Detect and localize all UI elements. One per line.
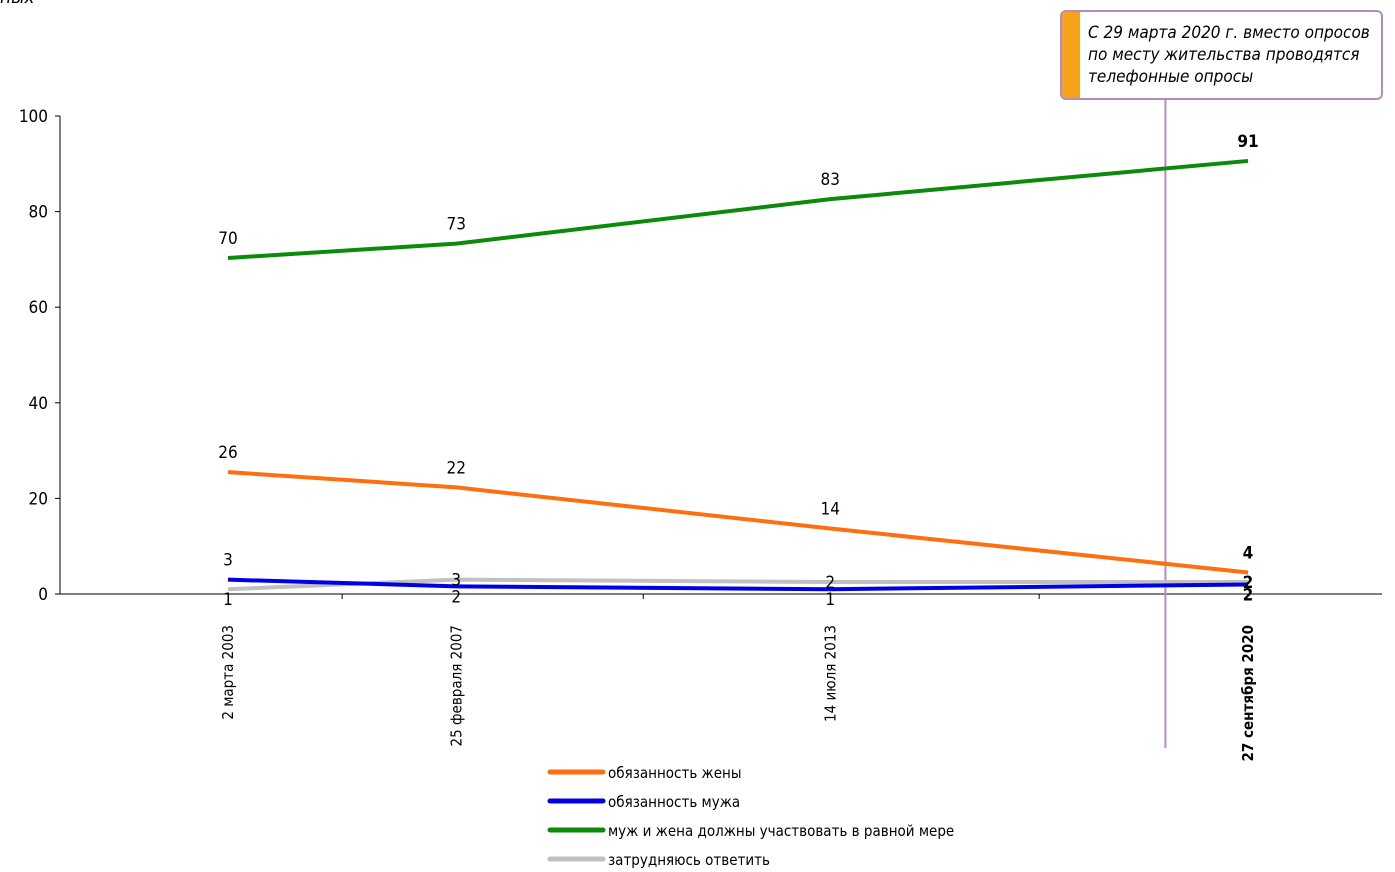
data-label: 2 <box>825 573 835 593</box>
y-tick-label: 80 <box>29 203 48 223</box>
y-tick-label: 100 <box>19 107 48 127</box>
data-label: 2 <box>1243 573 1254 593</box>
data-label: 91 <box>1237 132 1258 152</box>
legend-label: затрудняюсь ответить <box>608 851 770 869</box>
data-label: 2 <box>451 587 461 607</box>
y-tick-label: 40 <box>29 394 48 414</box>
data-label: 4 <box>1243 543 1254 563</box>
x-category-label: 27 сентября 2020 <box>1239 625 1257 761</box>
annotation-text: С 29 марта 2020 г. вместо опросов по мес… <box>1088 23 1370 87</box>
data-label: 1 <box>223 590 233 610</box>
data-label: 83 <box>821 170 840 190</box>
clipped-text-fragment: ных <box>0 0 35 8</box>
data-label: 2 <box>1243 585 1254 605</box>
y-tick-label: 60 <box>29 298 48 318</box>
x-category-label: 25 февраля 2007 <box>447 625 465 746</box>
series-line <box>227 158 1249 260</box>
data-label: 14 <box>821 500 840 520</box>
data-label: 73 <box>447 215 466 235</box>
legend-label: обязанность мужа <box>608 793 740 811</box>
x-category-label: 2 марта 2003 <box>219 625 237 720</box>
annotation-accent-bar <box>1062 12 1080 98</box>
survey-method-annotation: С 29 марта 2020 г. вместо опросов по мес… <box>1060 10 1383 100</box>
data-label: 1 <box>825 590 835 610</box>
data-label: 26 <box>218 443 237 463</box>
data-label: 22 <box>447 458 466 478</box>
y-tick-label: 0 <box>38 585 48 605</box>
y-tick-label: 20 <box>29 489 48 509</box>
x-category-label: 14 июля 2013 <box>821 625 839 722</box>
series-line <box>227 577 1249 592</box>
data-label: 70 <box>218 229 237 249</box>
legend-label: муж и жена должны участвовать в равной м… <box>608 822 954 840</box>
series-line <box>227 470 1249 575</box>
legend-label: обязанность жены <box>608 764 742 782</box>
data-label: 3 <box>451 571 461 591</box>
data-label: 3 <box>223 551 233 571</box>
